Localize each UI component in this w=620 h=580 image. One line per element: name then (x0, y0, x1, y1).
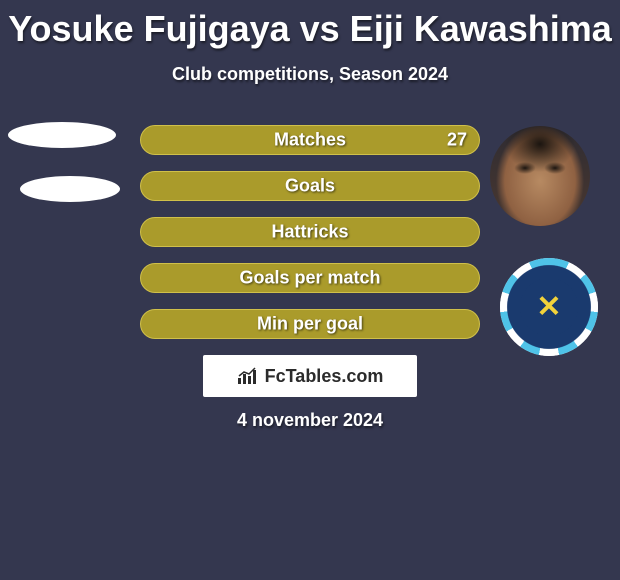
brand-chart-icon (237, 367, 259, 385)
date-text: 4 november 2024 (237, 410, 383, 431)
bar-label: Matches (274, 130, 346, 151)
bar-row-hattricks: Hattricks (0, 217, 620, 247)
bar-right-hattricks: Hattricks (140, 217, 480, 247)
bar-right-mpg: Min per goal (140, 309, 480, 339)
bar-label: Goals per match (239, 268, 380, 289)
subtitle: Club competitions, Season 2024 (0, 64, 620, 85)
page-title: Yosuke Fujigaya vs Eiji Kawashima (0, 0, 620, 50)
bar-row-mpg: Min per goal (0, 309, 620, 339)
bar-label: Min per goal (257, 314, 363, 335)
bar-right-gpm: Goals per match (140, 263, 480, 293)
bar-label: Goals (285, 176, 335, 197)
bar-right-goals: Goals (140, 171, 480, 201)
bar-value: 27 (447, 130, 467, 151)
brand-box: FcTables.com (203, 355, 417, 397)
brand-text: FcTables.com (265, 366, 384, 387)
bar-row-matches: Matches 27 (0, 125, 620, 155)
comparison-chart: Matches 27 Goals Hattricks Goals per mat… (0, 125, 620, 339)
bar-label: Hattricks (271, 222, 348, 243)
bar-row-gpm: Goals per match (0, 263, 620, 293)
bar-row-goals: Goals (0, 171, 620, 201)
bar-right-matches: Matches 27 (140, 125, 480, 155)
